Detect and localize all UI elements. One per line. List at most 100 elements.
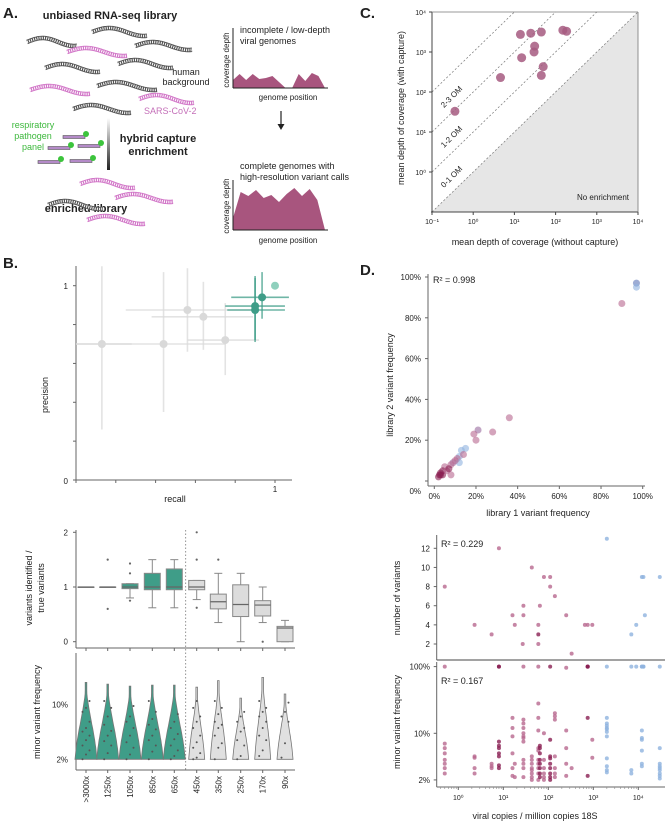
data-point (521, 731, 526, 736)
violin-point (129, 753, 131, 756)
enrichment-arrow-bar (107, 118, 110, 170)
data-point (489, 632, 494, 637)
data-point (642, 613, 647, 618)
data-point (521, 603, 526, 608)
complete-genome-caption: high-resolution variant calls (240, 172, 350, 182)
data-point (442, 664, 447, 669)
data-point (445, 465, 453, 473)
data-point (512, 622, 517, 627)
data-point (442, 584, 447, 589)
x-axis-label: viral copies / million copies 18S (472, 811, 597, 821)
y-tick-label: 2 (426, 640, 431, 649)
violin-point (220, 742, 223, 745)
y-tick-label: 100% (410, 663, 430, 672)
data-point (489, 766, 494, 771)
data-point (526, 28, 536, 38)
data-point (512, 775, 517, 780)
violin-point (88, 700, 91, 703)
low-depth-caption: viral genomes (240, 36, 297, 46)
data-point (496, 763, 501, 768)
data-point (536, 27, 546, 37)
violin-point (110, 744, 113, 747)
violin-point (192, 726, 195, 729)
x-tick-label: 1 (273, 485, 278, 494)
violin-point (280, 756, 283, 759)
y-tick-label: 2% (56, 755, 68, 764)
violin-point (243, 744, 246, 747)
category-label: 90x (281, 776, 290, 789)
y-tick-label: 0 (64, 638, 69, 647)
category-label: 850x (148, 776, 157, 793)
y-tick-label: 1 (64, 282, 69, 291)
rna-strand-detail (91, 26, 148, 38)
data-point (537, 751, 542, 756)
violin-point (287, 720, 290, 723)
data-point (472, 766, 477, 771)
rna-strand-detail (66, 46, 128, 58)
violin-point (151, 718, 154, 721)
violin-0 (74, 682, 98, 760)
violin-point (280, 715, 283, 718)
category-label: 650x (170, 776, 179, 793)
data-point (582, 622, 587, 627)
data-point (639, 737, 644, 742)
violin-point (236, 720, 239, 723)
data-point (515, 29, 525, 39)
data-point (634, 664, 639, 669)
violin-point (265, 739, 268, 742)
data-point (641, 664, 646, 669)
low-depth-caption: incomplete / low-depth (240, 25, 330, 35)
data-point (529, 757, 534, 762)
data-point (258, 293, 267, 302)
data-point (442, 746, 447, 751)
data-point (529, 775, 534, 780)
x-tick-label: 20% (468, 492, 484, 501)
capture-probe (69, 159, 93, 163)
data-point (537, 757, 542, 762)
data-point (657, 768, 662, 773)
data-point (585, 622, 590, 627)
category-label: 1250x (104, 776, 113, 798)
panel-label-a: A. (3, 5, 18, 22)
box-body (232, 584, 250, 618)
violin-point (195, 756, 198, 759)
violin-point (173, 720, 176, 723)
biotin-bead (90, 155, 96, 161)
biotin-bead (58, 156, 64, 162)
data-point (552, 711, 557, 716)
data-point (564, 613, 569, 618)
panel-label-c: C. (360, 5, 375, 22)
violin-point (192, 706, 195, 709)
violin-point (199, 752, 202, 755)
panel-a-diagram: unbiased RNA-seq library human backgroun… (12, 10, 350, 245)
data-point (536, 70, 546, 80)
r-squared-annotation: R² = 0.998 (433, 275, 475, 285)
y-axis-label: precision (40, 377, 50, 413)
category-label: 350x (214, 776, 223, 793)
data-point (529, 768, 534, 773)
data-point (548, 775, 553, 780)
data-point (521, 757, 526, 762)
y-axis-label: library 2 variant frequency (385, 333, 395, 437)
box-2 (121, 562, 139, 602)
violin-point (213, 734, 216, 737)
data-point (183, 305, 192, 314)
data-point (657, 575, 662, 580)
rna-strand (44, 61, 101, 75)
x-axis-label: library 1 variant frequency (486, 508, 590, 518)
violin-point (265, 720, 268, 723)
outlier-point (195, 558, 198, 561)
enriched-library-title: enriched library (45, 203, 128, 215)
data-point (569, 766, 574, 771)
data-point (537, 771, 542, 776)
y-tick-label: 10² (416, 90, 427, 97)
box-4 (165, 559, 183, 609)
violin-point (236, 758, 239, 761)
violin-point (213, 700, 216, 703)
violin-point (132, 705, 135, 708)
violin-3 (140, 684, 164, 760)
violin-point (236, 739, 239, 742)
x-tick-label: 10⁰ (468, 218, 479, 226)
violin-point (284, 710, 286, 713)
genome-position-axis-label: genome position (259, 236, 318, 245)
